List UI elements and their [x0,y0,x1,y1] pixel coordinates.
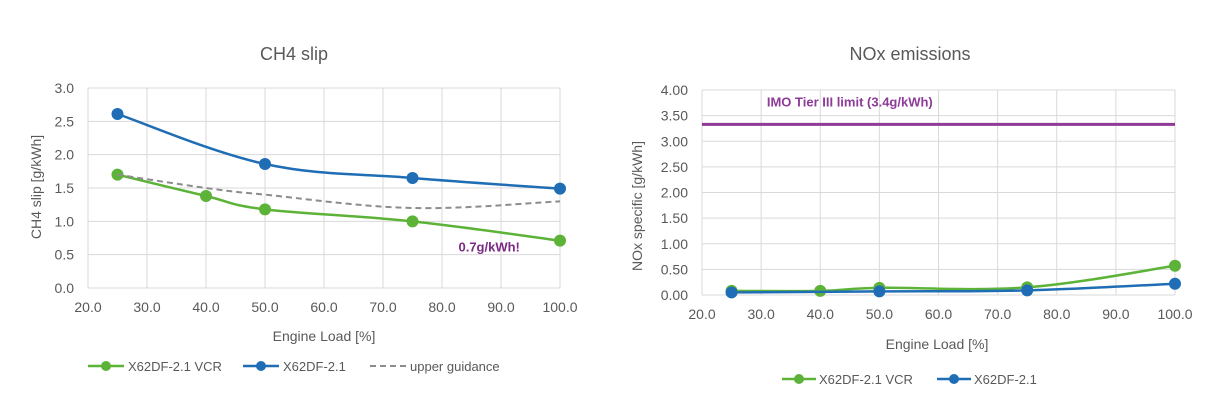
y-tick-label: 1.5 [55,180,75,196]
chart-ch4-slip: CH4 slip 0.0 0.5 1.0 1.5 2.0 2.5 3.0 20.0 30.0 4… [28,44,578,374]
y-axis-title: CH4 slip [g/kWh] [28,135,44,239]
x-tick-label: 90.0 [487,299,514,315]
y-tick-label: 2.0 [55,147,75,163]
annotation-text: IMO Tier III limit (3.4g/kWh) [767,94,933,109]
x-tick-label: 50.0 [866,306,893,322]
x-tick-labels: 20.0 30.0 40.0 50.0 60.0 70.0 80.0 90.0 100.0 [74,299,577,315]
x-tick-label: 40.0 [192,299,219,315]
data-point [259,158,271,170]
grid [701,89,1176,296]
x-tick-label: 80.0 [428,299,455,315]
chart-title: NOx emissions [849,44,970,64]
legend: X62DF-2.1 VCR X62DF-2.1 upper guidance [88,359,500,374]
legend: X62DF-2.1 VCR X62DF-2.1 [782,372,1037,387]
x-tick-label: 70.0 [369,299,396,315]
y-tick-labels: 0.00 0.50 1.00 1.50 2.00 2.50 3.00 3.50 4.00 [661,82,688,303]
y-tick-label: 3.50 [661,108,688,124]
y-tick-label: 2.5 [55,113,75,129]
data-point [200,190,212,202]
y-tick-label: 0.0 [55,280,75,296]
x-tick-label: 90.0 [1102,306,1129,322]
y-tick-labels: 0.0 0.5 1.0 1.5 2.0 2.5 3.0 [55,80,75,296]
series-line [731,282,1176,294]
y-tick-label: 1.0 [55,213,75,229]
annotation-text: 0.7g/kWh! [458,239,519,254]
x-tick-label: 60.0 [925,306,952,322]
x-tick-label: 60.0 [310,299,337,315]
x-tick-label: 80.0 [1043,306,1070,322]
y-tick-label: 3.0 [55,80,75,96]
data-point [259,203,271,216]
x-tick-label: 100.0 [542,299,577,315]
x-tick-label: 70.0 [984,306,1011,322]
x-tick-label: 30.0 [133,299,160,315]
y-tick-label: 1.50 [661,210,688,226]
legend-label: X62DF-2.1 VCR [819,372,913,387]
y-tick-label: 4.00 [661,82,688,98]
data-point [1169,277,1181,290]
data-point [406,172,419,184]
data-point [1021,284,1034,297]
legend-swatch-marker [794,374,804,384]
legend-swatch-marker [256,361,266,371]
x-tick-label: 40.0 [807,306,834,322]
x-tick-label: 20.0 [74,299,101,315]
data-point [554,234,566,247]
legend-label: X62DF-2.1 [974,372,1037,387]
data-point [725,286,738,299]
legend-label: X62DF-2.1 [283,359,346,374]
x-tick-label: 30.0 [748,306,775,322]
y-tick-label: 0.5 [55,247,75,263]
x-tick-label: 20.0 [688,306,715,322]
series-line [117,173,561,242]
y-tick-label: 3.00 [661,133,688,149]
chart-title: CH4 slip [260,44,328,64]
grid [87,87,561,289]
y-tick-label: 0.50 [661,261,688,277]
series-group [111,108,566,247]
chart-nox-emissions: NOx emissions 0.00 0.50 1.00 1.50 2.00 2.50 3.… [629,44,1193,387]
x-tick-label: 50.0 [251,299,278,315]
y-tick-label: 1.00 [661,236,688,252]
series-line [117,173,561,210]
legend-label: X62DF-2.1 VCR [128,359,222,374]
x-axis-title: Engine Load [%] [886,336,989,352]
y-tick-label: 2.50 [661,159,688,175]
y-tick-label: 2.00 [661,185,688,201]
data-point [111,108,124,120]
y-axis-title: NOx specific [g/kWh] [629,141,645,271]
x-tick-labels: 20.0 30.0 40.0 50.0 60.0 70.0 80.0 90.0 100.0 [688,306,1192,322]
x-tick-label: 100.0 [1157,306,1192,322]
data-point [873,285,886,298]
y-tick-label: 0.00 [661,287,688,303]
legend-label: upper guidance [410,359,500,374]
x-axis-title: Engine Load [%] [273,328,376,344]
data-point [554,182,566,195]
series-group [725,259,1181,299]
data-point [1169,259,1181,272]
series-line [117,112,561,190]
legend-swatch-marker [949,374,959,384]
legend-swatch-marker [101,361,111,371]
data-point [406,215,419,228]
